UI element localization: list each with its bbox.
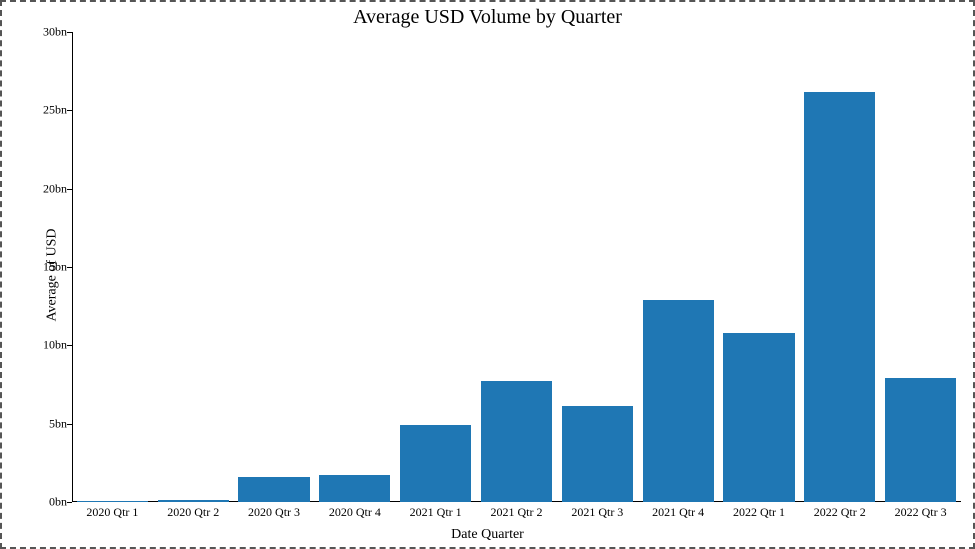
chart-title: Average USD Volume by Quarter	[2, 6, 973, 29]
x-tick-label: 2021 Qtr 1	[410, 505, 462, 520]
bar	[562, 406, 633, 502]
y-tick-mark	[67, 189, 72, 190]
x-tick-label: 2020 Qtr 2	[167, 505, 219, 520]
x-tick-label: 2022 Qtr 2	[814, 505, 866, 520]
x-axis-label: Date Quarter	[2, 527, 973, 543]
y-axis-label: Average of USD	[45, 228, 61, 321]
y-tick-mark	[67, 502, 72, 503]
bar	[643, 300, 714, 502]
x-tick-label: 2021 Qtr 3	[571, 505, 623, 520]
bar	[319, 475, 390, 502]
bar	[158, 500, 229, 502]
x-tick-label: 2021 Qtr 2	[491, 505, 543, 520]
chart-container: Average USD Volume by Quarter Average of…	[0, 0, 975, 549]
y-tick-mark	[67, 345, 72, 346]
bar	[804, 92, 875, 502]
y-tick-mark	[67, 32, 72, 33]
y-tick-label: 30bn	[22, 25, 67, 40]
bar	[238, 477, 309, 502]
y-tick-mark	[67, 267, 72, 268]
x-tick-label: 2020 Qtr 4	[329, 505, 381, 520]
bar	[885, 378, 956, 502]
bar	[723, 333, 794, 502]
y-tick-label: 10bn	[22, 338, 67, 353]
bar	[400, 425, 471, 502]
y-axis-line	[72, 32, 73, 502]
y-tick-label: 5bn	[22, 416, 67, 431]
bar	[481, 381, 552, 502]
plot-area: 0bn5bn10bn15bn20bn25bn30bn2020 Qtr 12020…	[72, 32, 961, 502]
y-tick-label: 20bn	[22, 181, 67, 196]
x-tick-label: 2022 Qtr 3	[895, 505, 947, 520]
x-tick-label: 2021 Qtr 4	[652, 505, 704, 520]
y-tick-mark	[67, 424, 72, 425]
y-tick-label: 0bn	[22, 495, 67, 510]
y-tick-label: 15bn	[22, 260, 67, 275]
x-tick-label: 2020 Qtr 1	[86, 505, 138, 520]
x-tick-label: 2022 Qtr 1	[733, 505, 785, 520]
y-tick-mark	[67, 110, 72, 111]
x-tick-label: 2020 Qtr 3	[248, 505, 300, 520]
bar	[77, 501, 148, 502]
y-tick-label: 25bn	[22, 103, 67, 118]
